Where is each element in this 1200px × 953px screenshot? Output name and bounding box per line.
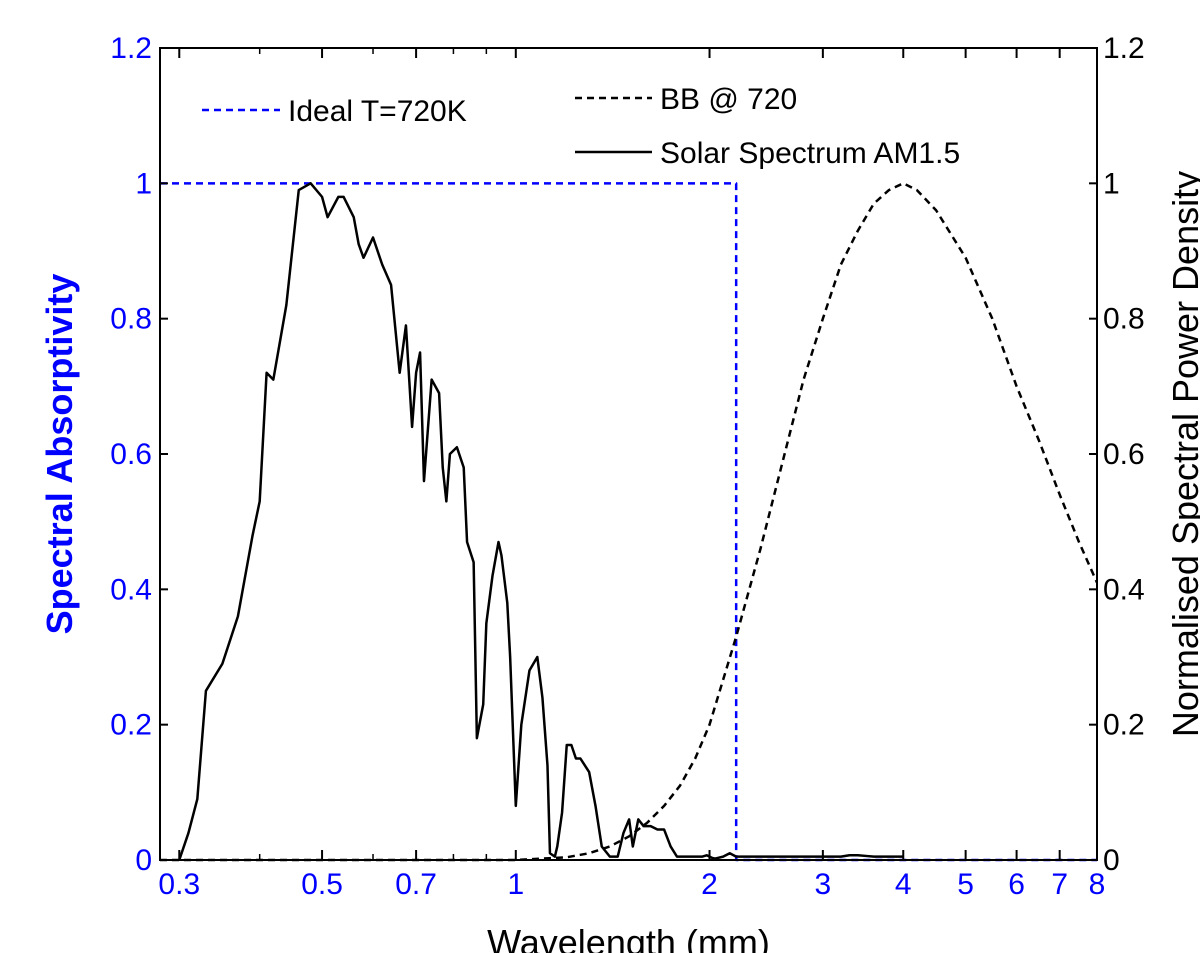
x-tick-label: 3 [815, 868, 832, 901]
y-right-tick-label: 0.6 [1103, 438, 1145, 471]
x-tick-label: 0.7 [395, 868, 437, 901]
x-axis-label: Wavelength (mm) [487, 922, 770, 953]
y-right-tick-label: 0.4 [1103, 573, 1145, 606]
y-left-tick-label: 0.8 [110, 303, 152, 336]
x-tick-label: 0.3 [158, 868, 200, 901]
series-line-bb [160, 182, 1099, 862]
x-tick-label: 7 [1051, 868, 1068, 901]
y-left-tick-label: 0 [135, 844, 152, 877]
y-left-tick-label: 1 [135, 167, 152, 200]
legend-item-bb-label: BB @ 720 [660, 83, 797, 116]
y-right-tick-label: 0 [1103, 844, 1120, 877]
legend-item-solar-label: Solar Spectrum AM1.5 [660, 137, 960, 170]
labels-layer: Wavelength (mm) Spectral Absorptivity Norm… [39, 171, 1200, 953]
legend: Ideal T=720K BB @ 720 Solar Spectrum AM1.5 [202, 83, 960, 170]
y-right-tick-label: 0.8 [1103, 303, 1145, 336]
y-axis-label-left: Spectral Absorptivity [39, 274, 80, 635]
ticks-layer: 0 0.2 0.4 0.6 0.8 1 1.2 0 0.2 0.4 0.6 0.8 1 1.2 0.3 0.5… [110, 32, 1144, 901]
series-line-solar [178, 182, 904, 861]
y-left-tick-label: 0.2 [110, 709, 152, 742]
x-tick-label: 1 [507, 868, 524, 901]
y-right-tick-label: 1.2 [1103, 32, 1145, 65]
y-left-tick-label: 0.4 [110, 573, 152, 606]
x-tick-label: 2 [701, 868, 718, 901]
y-left-tick-label: 0.6 [110, 438, 152, 471]
x-tick-label: 5 [957, 868, 974, 901]
y-right-tick-label: 1 [1103, 167, 1120, 200]
y-axis-label-right: Normalised Spectral Power Density [1165, 171, 1200, 737]
x-tick-label: 6 [1008, 868, 1025, 901]
x-tick-label: 4 [895, 868, 912, 901]
legend-item-ideal-label: Ideal T=720K [288, 95, 467, 128]
y-left-tick-label: 1.2 [110, 32, 152, 65]
x-tick-label: 0.5 [301, 868, 343, 901]
y-right-tick-label: 0.2 [1103, 709, 1145, 742]
x-tick-label: 8 [1089, 868, 1106, 901]
